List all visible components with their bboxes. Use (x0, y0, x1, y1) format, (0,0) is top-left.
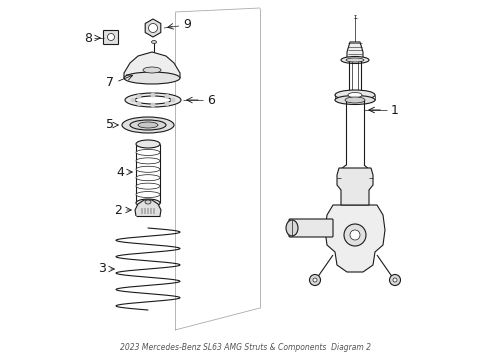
Ellipse shape (136, 175, 160, 181)
Ellipse shape (341, 57, 369, 63)
Circle shape (136, 94, 141, 99)
Text: 5: 5 (106, 118, 114, 131)
Text: 4: 4 (116, 166, 124, 179)
Ellipse shape (346, 58, 364, 62)
Ellipse shape (348, 93, 362, 98)
Text: 9: 9 (183, 18, 191, 31)
Ellipse shape (344, 224, 366, 246)
Polygon shape (145, 19, 161, 37)
Text: 1: 1 (391, 104, 399, 117)
Text: 7: 7 (106, 76, 114, 89)
Ellipse shape (335, 90, 375, 100)
Ellipse shape (143, 67, 161, 73)
Ellipse shape (145, 200, 151, 204)
Ellipse shape (136, 166, 160, 172)
Ellipse shape (136, 140, 160, 148)
Ellipse shape (125, 93, 181, 107)
Ellipse shape (350, 230, 360, 240)
Polygon shape (337, 168, 373, 205)
Ellipse shape (151, 40, 156, 44)
Circle shape (165, 94, 170, 99)
Circle shape (107, 33, 115, 40)
FancyBboxPatch shape (289, 219, 333, 237)
Text: 2023 Mercedes-Benz SL63 AMG Struts & Components  Diagram 2: 2023 Mercedes-Benz SL63 AMG Struts & Com… (120, 343, 370, 352)
Circle shape (150, 93, 155, 98)
Circle shape (165, 101, 170, 106)
Text: 8: 8 (84, 31, 92, 45)
Ellipse shape (335, 95, 375, 104)
Text: 2: 2 (114, 203, 122, 216)
Ellipse shape (136, 158, 160, 164)
Polygon shape (124, 52, 180, 78)
Ellipse shape (130, 120, 166, 130)
Ellipse shape (136, 183, 160, 189)
Polygon shape (325, 205, 385, 272)
Circle shape (393, 278, 397, 282)
Polygon shape (135, 200, 161, 216)
Ellipse shape (345, 97, 365, 103)
Ellipse shape (286, 220, 298, 236)
Ellipse shape (136, 192, 160, 198)
Text: 6: 6 (207, 94, 215, 107)
Circle shape (130, 98, 136, 103)
Ellipse shape (136, 199, 160, 207)
Ellipse shape (124, 72, 180, 84)
Ellipse shape (135, 96, 171, 104)
Circle shape (390, 274, 400, 285)
Ellipse shape (138, 122, 158, 128)
Circle shape (171, 98, 175, 103)
Circle shape (150, 103, 155, 108)
Ellipse shape (136, 149, 160, 156)
Circle shape (310, 274, 320, 285)
Polygon shape (347, 42, 363, 60)
Circle shape (136, 101, 141, 106)
Circle shape (313, 278, 317, 282)
Circle shape (148, 23, 157, 32)
Ellipse shape (122, 117, 174, 133)
FancyBboxPatch shape (103, 31, 119, 45)
Text: 3: 3 (98, 262, 106, 275)
